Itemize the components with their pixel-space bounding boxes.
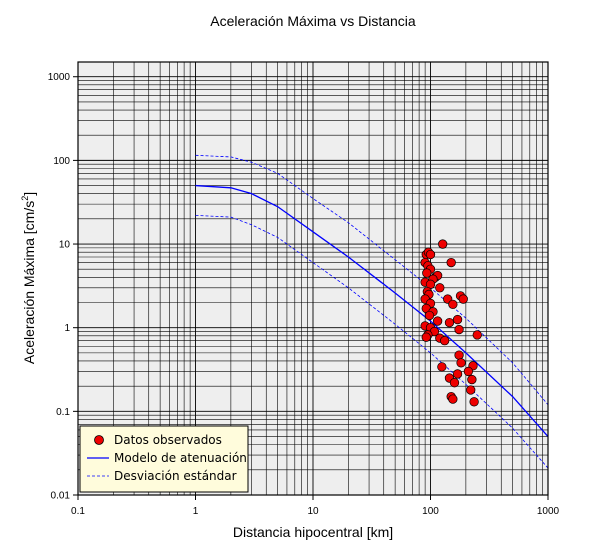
- data-point: [421, 332, 431, 342]
- data-point: [448, 394, 458, 404]
- data-point: [454, 324, 464, 335]
- legend: Datos observados Modelo de atenuación De…: [79, 425, 249, 493]
- x-axis-label: Distancia hipocentral [km]: [233, 524, 393, 540]
- legend-label-desviacion: Desviación estándar: [114, 469, 237, 483]
- data-point: [444, 317, 455, 328]
- y-tick-label: 10: [59, 240, 71, 251]
- chart-title: Aceleración Máxima vs Distancia: [210, 13, 416, 29]
- data-point: [425, 249, 436, 260]
- data-point: [449, 378, 460, 388]
- legend-box: [79, 425, 249, 493]
- data-point: [469, 397, 479, 407]
- legend-marker-datos: [94, 435, 104, 445]
- x-tick-label: 10: [307, 506, 319, 517]
- y-axis-label-main: Aceleración Máxima [cm/s: [21, 201, 37, 364]
- y-axis-label-end: ]: [21, 192, 37, 196]
- data-point: [452, 314, 463, 325]
- data-point: [467, 374, 477, 385]
- x-tick-label: 0.1: [71, 506, 85, 517]
- data-point: [452, 369, 463, 379]
- y-axis: 0.01 0.1 1 10 100 1000: [48, 72, 78, 502]
- y-axis-label: Aceleración Máxima [cm/s2]: [20, 192, 37, 364]
- y-tick-label: 1: [64, 323, 70, 334]
- data-point: [422, 268, 432, 278]
- y-tick-label: 0.1: [56, 407, 70, 418]
- data-point: [437, 362, 447, 372]
- legend-label-datos: Datos observados: [114, 433, 222, 447]
- legend-label-modelo: Modelo de atenuación: [114, 451, 247, 465]
- x-axis: 0.1 1 10 100 1000: [71, 495, 560, 517]
- std-dev-lower-line: [195, 214, 549, 469]
- data-point: [448, 299, 458, 310]
- x-tick-label: 100: [422, 506, 439, 517]
- y-tick-label: 0.01: [51, 491, 71, 502]
- y-tick-label: 1000: [48, 72, 71, 83]
- x-tick-label: 1000: [537, 506, 560, 517]
- grid: [78, 62, 548, 495]
- y-axis-label-superscript: 2: [20, 196, 30, 201]
- data-point: [472, 330, 482, 340]
- data-point: [456, 358, 466, 368]
- y-tick-label: 100: [53, 156, 70, 167]
- data-point: [458, 294, 468, 304]
- data-point: [446, 257, 456, 268]
- data-point: [454, 350, 464, 360]
- std-dev-upper-line: [195, 154, 549, 405]
- x-tick-label: 1: [193, 506, 199, 517]
- curves: [195, 154, 549, 469]
- data-point: [466, 385, 476, 395]
- data-point: [435, 283, 445, 293]
- data-point: [432, 316, 443, 326]
- data-point: [440, 336, 450, 346]
- attenuation-model-line: [195, 184, 549, 437]
- data-point: [424, 310, 435, 321]
- data-point: [463, 366, 474, 377]
- data-points: [420, 239, 482, 407]
- data-point: [438, 239, 448, 249]
